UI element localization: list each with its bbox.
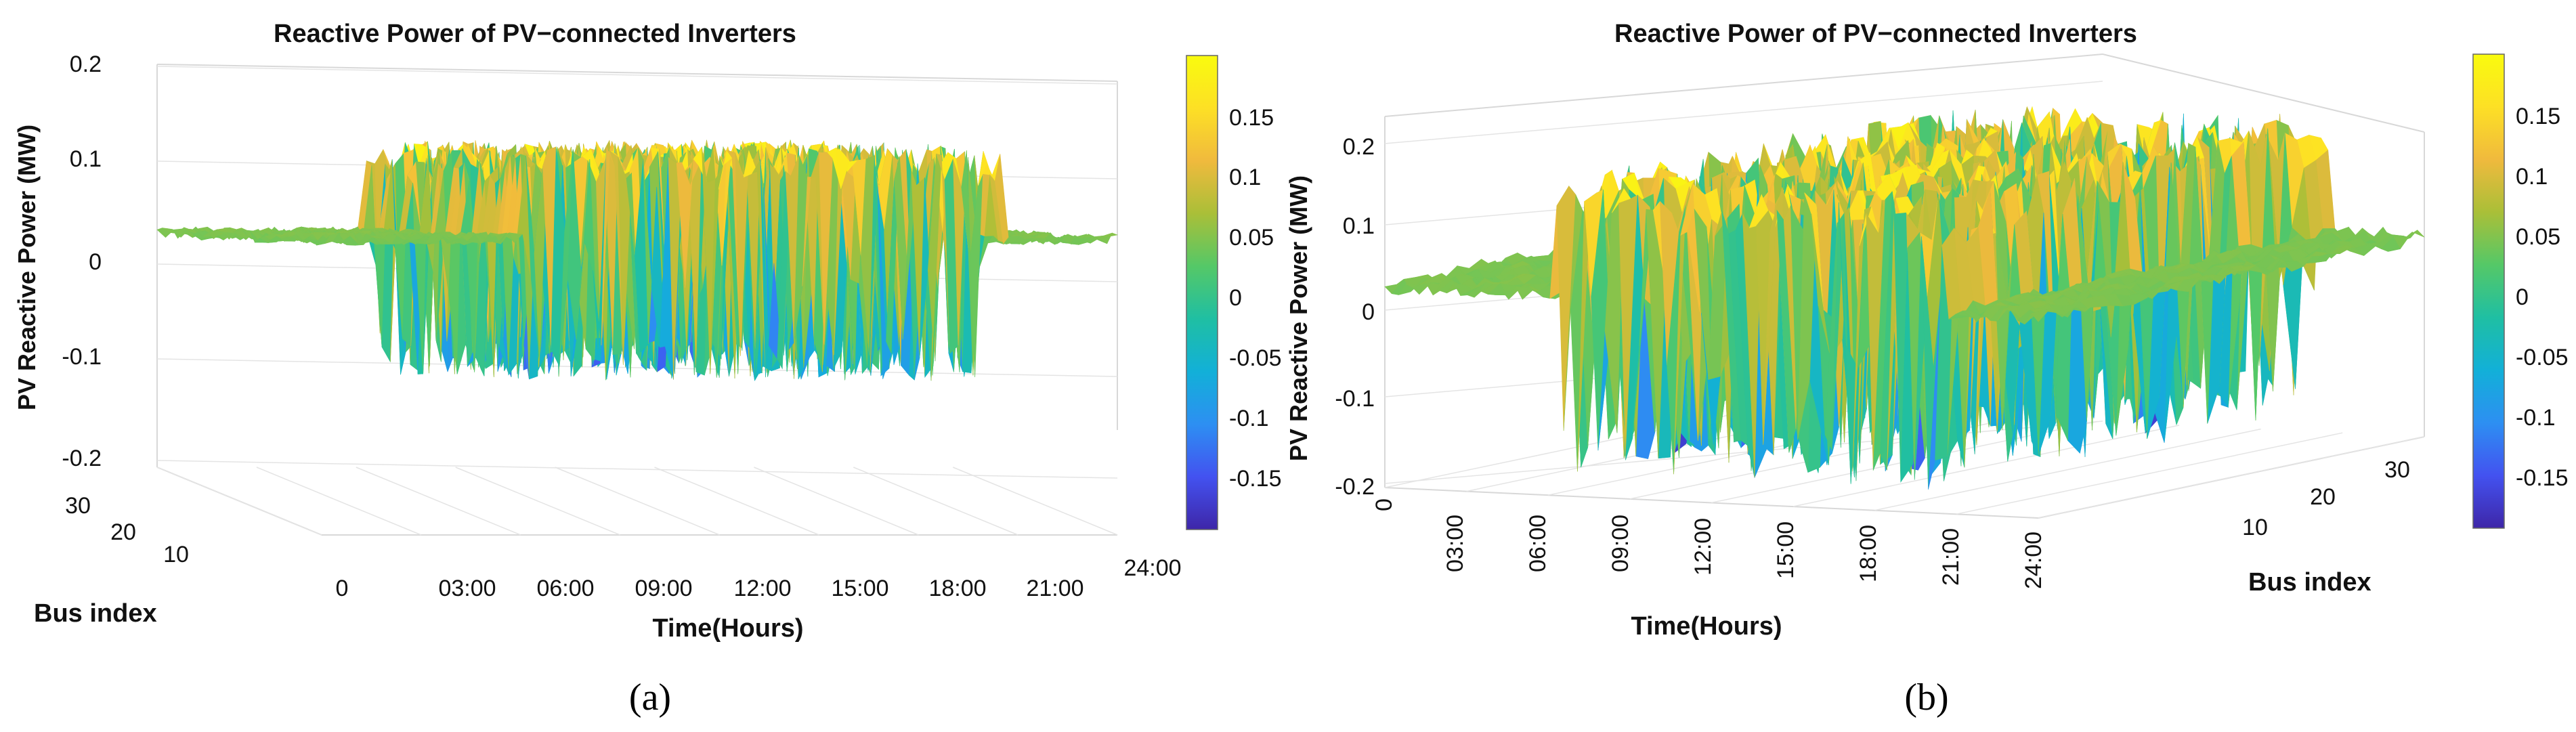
panel-a-x-label: Time(Hours)	[652, 614, 803, 643]
panel-a-title: Reactive Power of PV−connected Inverters	[274, 20, 796, 48]
panel-a-colorbar-tick: -0.1	[1229, 406, 1269, 431]
gridline	[555, 467, 720, 536]
panel-a-z-label: PV Reactive Power (MW)	[13, 125, 41, 410]
gridline	[2038, 436, 2424, 519]
gridline	[654, 467, 819, 536]
panel-a-x-tick: 03:00	[438, 576, 496, 601]
gridline	[156, 460, 1118, 479]
panel-a-x-tick: 24:00	[1123, 555, 1181, 581]
gridline	[156, 467, 322, 536]
panel-a-colorbar-tick: -0.05	[1229, 345, 1282, 371]
panel-a-z-tick: -0.2	[62, 446, 102, 471]
panel-a-colorbar-tick: 0.05	[1229, 225, 1274, 251]
panel-a-x-tick: 09:00	[635, 576, 692, 601]
panel-a-y-tick: 30	[65, 493, 91, 519]
gridline	[952, 467, 1118, 536]
panel-a-y-ticks: 30 20 10	[65, 493, 189, 567]
panel-a-x-tick: 0	[336, 576, 349, 601]
panel-a: Reactive Power of PV−connected Inverters…	[13, 20, 1282, 718]
gridline	[1384, 81, 2103, 144]
gridline	[1874, 428, 2261, 511]
panel-a-x-ticks: 0 03:00 06:00 09:00 12:00 15:00 18:00 21…	[336, 555, 1182, 601]
panel-a-gridlines	[156, 66, 1118, 536]
gridline	[356, 467, 521, 536]
panel-a-colorbar-tick: 0.15	[1229, 105, 1274, 131]
panel-a-x-tick: 06:00	[536, 576, 594, 601]
panel-a-x-tick: 18:00	[928, 576, 986, 601]
panel-a-caption: (a)	[629, 676, 671, 718]
panel-a-z-tick: 0	[89, 249, 102, 275]
gridline	[1793, 425, 2180, 507]
gridline	[156, 66, 1118, 85]
panel-a-colorbar: 0.15 0.1 0.05 0 -0.05 -0.1 -0.15	[1186, 55, 1282, 530]
panel-a-x-tick: 21:00	[1026, 576, 1083, 601]
panel-a-y-label: Bus index	[34, 599, 157, 628]
gridline	[853, 467, 1018, 536]
panel-a-z-ticks: 0.2 0.1 0 -0.1 -0.2	[62, 51, 102, 471]
panel-a-x-tick: 12:00	[733, 576, 791, 601]
gridline	[455, 467, 620, 536]
panel-a-colorbar-bar	[1186, 55, 1218, 530]
panel-a-z-tick: 0.2	[70, 51, 102, 77]
panel-a-y-tick: 20	[110, 519, 136, 545]
gridline	[156, 358, 1118, 377]
panel-b: Reactive Power of PV−connected Inverters…	[1285, 20, 2569, 718]
panel-a-y-tick: 10	[163, 542, 189, 567]
panel-a-colorbar-tick: 0	[1229, 285, 1242, 311]
panel-a-z-tick: 0.1	[70, 146, 102, 172]
gridline	[256, 467, 422, 536]
surface-patch	[1103, 232, 1119, 237]
panel-b-surface	[1384, 106, 2425, 490]
panel-a-surface	[156, 139, 1119, 381]
panel-a-x-tick: 15:00	[831, 576, 888, 601]
panel-a-colorbar-tick: 0.1	[1229, 165, 1261, 190]
panel-a-colorbar-tick: -0.15	[1229, 466, 1282, 492]
gridline	[1384, 421, 2103, 484]
panel-a-z-tick: -0.1	[62, 344, 102, 370]
gridline	[1956, 432, 2343, 515]
gridline	[754, 467, 919, 536]
